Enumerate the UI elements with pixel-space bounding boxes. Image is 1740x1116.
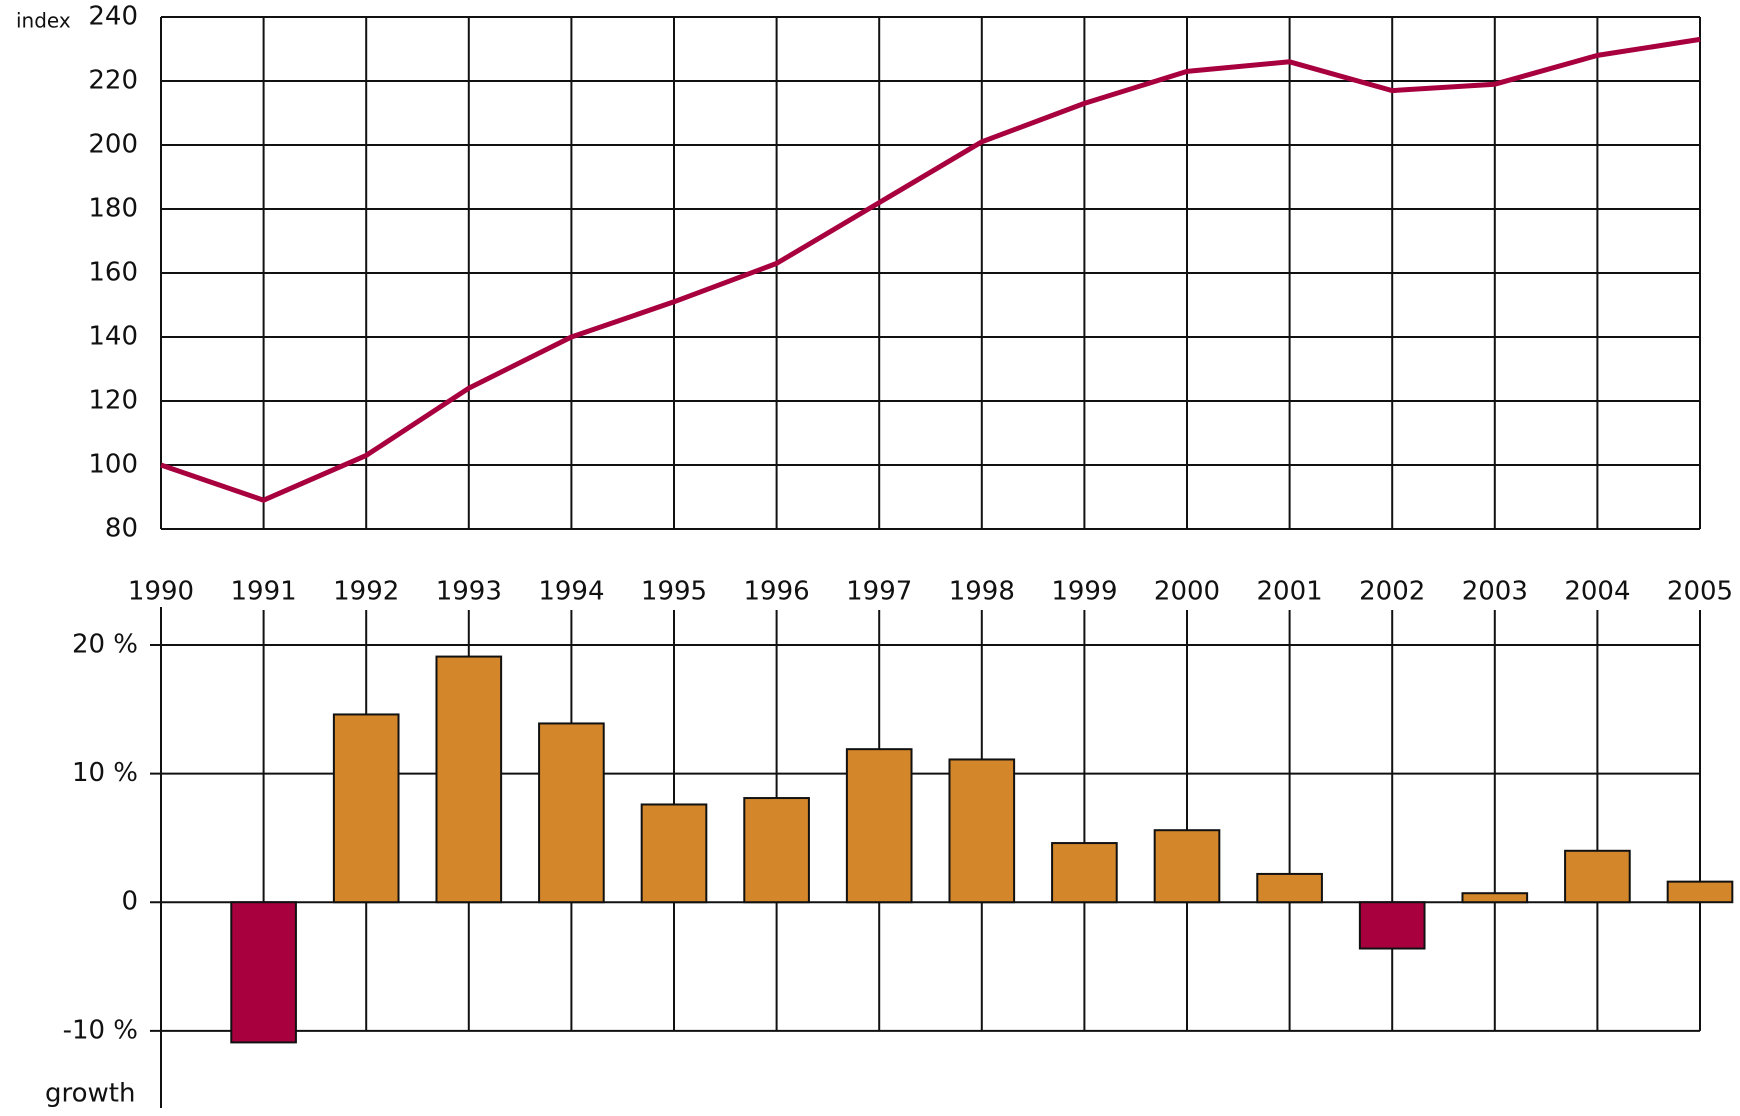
x-tick-label: 2005 <box>1667 577 1733 607</box>
line <box>160 36 1701 503</box>
bar <box>538 722 605 904</box>
bar <box>230 901 297 1044</box>
x-tick-label: 2002 <box>1359 577 1425 607</box>
x-tick-label: 1997 <box>846 577 912 607</box>
x-tick-label: 2000 <box>1154 577 1220 607</box>
bar <box>948 758 1016 904</box>
x-tick-label: 2004 <box>1564 577 1630 607</box>
y-tick-label: 20 % <box>72 630 138 660</box>
x-tick-label: 1996 <box>744 577 810 607</box>
bar <box>845 748 913 904</box>
y-tick-label: 140 <box>88 322 138 352</box>
y-tick-label: 220 <box>88 66 138 96</box>
x-tick-label: 1999 <box>1051 577 1117 607</box>
x-tick-label: 2003 <box>1462 577 1528 607</box>
bar <box>435 655 503 904</box>
y-tick-label: 240 <box>88 2 138 32</box>
y-tick-label: 160 <box>88 258 138 288</box>
y-tick-label: -10 % <box>63 1015 138 1045</box>
bar <box>1461 892 1529 904</box>
x-tick-label: 1991 <box>231 577 297 607</box>
bar <box>640 803 708 904</box>
y-tick-label: 0 <box>121 887 138 917</box>
bar <box>1153 829 1221 904</box>
bar <box>1564 849 1631 904</box>
bar <box>332 713 400 904</box>
y-axis-label: index <box>16 9 71 33</box>
x-tick-label: 1994 <box>538 577 604 607</box>
y-tick-label: 200 <box>88 130 138 160</box>
bar <box>1358 901 1426 950</box>
y-axis-label: growth <box>45 1079 135 1109</box>
x-tick-label: 1992 <box>333 577 399 607</box>
x-tick-label: 1990 <box>128 577 194 607</box>
bar <box>743 797 810 904</box>
y-tick-label: 180 <box>88 194 138 224</box>
bar <box>1256 872 1323 904</box>
bar <box>1666 880 1734 904</box>
y-tick-label: 100 <box>88 450 138 480</box>
x-tick-label: 1995 <box>641 577 707 607</box>
y-tick-label: 120 <box>88 386 138 416</box>
bar <box>1051 842 1118 904</box>
x-tick-label: 2001 <box>1257 577 1323 607</box>
y-tick-label: 10 % <box>72 758 138 788</box>
x-tick-label: 1993 <box>436 577 502 607</box>
y-tick-label: 80 <box>105 514 138 544</box>
x-tick-label: 1998 <box>949 577 1015 607</box>
